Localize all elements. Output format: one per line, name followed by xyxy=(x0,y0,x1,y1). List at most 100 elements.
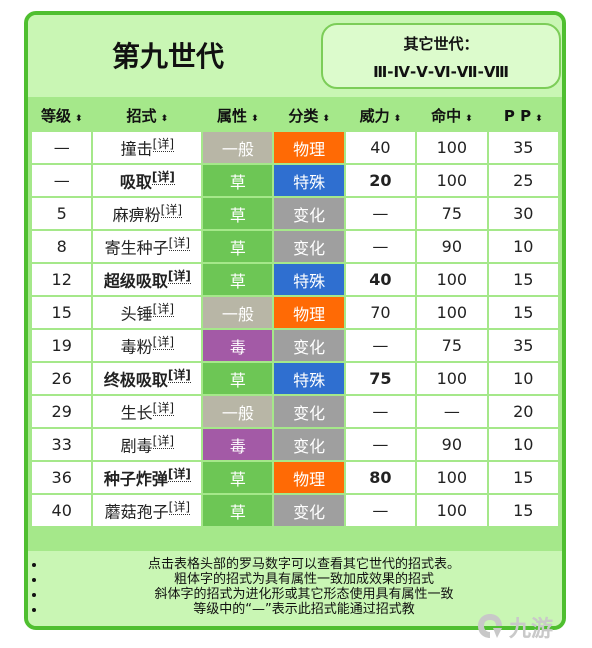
accuracy-cell: 90 xyxy=(417,429,487,460)
move-cell: 超级吸取[详] xyxy=(93,264,202,295)
sort-icon: ⬍ xyxy=(160,114,169,124)
col-header-accuracy[interactable]: 命中 ⬍ xyxy=(417,101,487,130)
move-name-link[interactable]: 头锤 xyxy=(120,304,153,324)
category-cell[interactable]: 变化 xyxy=(274,231,344,262)
level-cell: 8 xyxy=(32,231,92,262)
move-detail-link[interactable]: [详] xyxy=(168,500,191,516)
col-header-move[interactable]: 招式 ⬍ xyxy=(93,101,202,130)
gen-link-8[interactable]: Ⅷ xyxy=(483,63,509,81)
move-detail-link[interactable]: [详] xyxy=(152,137,175,153)
category-cell[interactable]: 特殊 xyxy=(274,165,344,196)
type-cell[interactable]: 一般 xyxy=(203,396,273,427)
move-cell: 种子炸弹[详] xyxy=(93,462,202,493)
move-cell: 寄生种子[详] xyxy=(93,231,202,262)
table-row: 15 头锤[详] 一般 物理 70 100 15 xyxy=(32,297,558,328)
sort-icon: ⬍ xyxy=(535,113,543,124)
col-header-level[interactable]: 等级 ⬍ xyxy=(32,101,92,130)
table-row: — 撞击[详] 一般 物理 40 100 35 xyxy=(32,132,558,163)
level-cell: 15 xyxy=(32,297,92,328)
move-name-link[interactable]: 种子炸弹 xyxy=(103,469,168,489)
move-detail-link[interactable]: [详] xyxy=(152,434,175,450)
type-cell[interactable]: 草 xyxy=(203,495,273,526)
category-cell[interactable]: 变化 xyxy=(274,198,344,229)
move-detail-link[interactable]: [详] xyxy=(152,335,175,351)
category-cell[interactable]: 变化 xyxy=(274,429,344,460)
level-cell: 12 xyxy=(32,264,92,295)
gen-link-4[interactable]: Ⅳ xyxy=(393,63,410,81)
power-cell: — xyxy=(345,495,416,526)
move-detail-link[interactable]: [详] xyxy=(151,170,175,186)
move-name-link[interactable]: 剧毒 xyxy=(120,436,153,456)
move-name-link[interactable]: 蘑菇孢子 xyxy=(104,502,169,522)
pp-cell: 30 xyxy=(488,198,558,229)
category-cell[interactable]: 物理 xyxy=(274,462,344,493)
category-cell[interactable]: 特殊 xyxy=(274,264,344,295)
table-row: 36 种子炸弹[详] 草物理 80 100 15 xyxy=(32,462,558,493)
move-detail-link[interactable]: [详] xyxy=(167,269,191,285)
category-cell[interactable]: 物理 xyxy=(274,297,344,328)
move-name-link[interactable]: 终极吸取 xyxy=(103,370,168,390)
accuracy-cell: 90 xyxy=(417,231,487,262)
sort-icon: ⬍ xyxy=(465,114,473,124)
gen-link-3[interactable]: Ⅲ xyxy=(373,63,388,81)
type-cell[interactable]: 草 xyxy=(203,198,273,229)
move-cell: 撞击[详] xyxy=(93,132,202,163)
table-row: 19 毒粉[详] 毒变化 —75 35 xyxy=(32,330,558,361)
level-cell: — xyxy=(32,165,92,196)
power-cell: — xyxy=(345,330,416,361)
category-cell[interactable]: 变化 xyxy=(274,330,344,361)
col-header-category[interactable]: 分类 ⬍ xyxy=(274,101,344,130)
category-cell[interactable]: 物理 xyxy=(274,132,344,163)
sort-icon: ⬍ xyxy=(322,114,330,124)
power-cell: 70 xyxy=(345,297,416,328)
gen-link-6[interactable]: Ⅵ xyxy=(434,63,451,81)
move-name-link[interactable]: 寄生种子 xyxy=(104,238,169,258)
gen-link-7[interactable]: Ⅶ xyxy=(456,63,478,81)
move-name-link[interactable]: 生长 xyxy=(120,403,153,423)
category-cell[interactable]: 特殊 xyxy=(274,363,344,394)
type-cell[interactable]: 草 xyxy=(203,462,273,493)
move-name-link[interactable]: 撞击 xyxy=(120,139,153,159)
power-cell: — xyxy=(345,429,416,460)
table-header-area: 第九世代 其它世代： Ⅲ-Ⅳ-Ⅴ-Ⅵ-Ⅶ-Ⅷ xyxy=(28,15,562,97)
table-row: — 吸取[详] 草特殊 20 100 25 xyxy=(32,165,558,196)
category-cell[interactable]: 变化 xyxy=(274,396,344,427)
table-row: 33 剧毒[详] 毒变化 —90 10 xyxy=(32,429,558,460)
type-cell[interactable]: 草 xyxy=(203,363,273,394)
power-cell: 80 xyxy=(345,462,416,493)
learnset-panel: 第九世代 其它世代： Ⅲ-Ⅳ-Ⅴ-Ⅵ-Ⅶ-Ⅷ 等级 ⬍ 招式 ⬍ 属性 ⬍ 分类 ⬍ 威… xyxy=(24,11,566,630)
type-cell[interactable]: 草 xyxy=(203,231,273,262)
col-header-type[interactable]: 属性 ⬍ xyxy=(203,101,273,130)
move-detail-link[interactable]: [详] xyxy=(152,401,175,417)
move-detail-link[interactable]: [详] xyxy=(167,368,191,384)
accuracy-cell: 75 xyxy=(417,330,487,361)
pp-cell: 10 xyxy=(488,363,558,394)
power-cell: 20 xyxy=(345,165,416,196)
type-cell[interactable]: 一般 xyxy=(203,297,273,328)
level-cell: 40 xyxy=(32,495,92,526)
move-detail-link[interactable]: [详] xyxy=(160,203,183,219)
move-detail-link[interactable]: [详] xyxy=(167,467,191,483)
level-cell: 36 xyxy=(32,462,92,493)
type-cell[interactable]: 毒 xyxy=(203,429,273,460)
move-name-link[interactable]: 毒粉 xyxy=(120,337,153,357)
move-name-link[interactable]: 吸取 xyxy=(119,172,152,192)
footnote-2: 粗体字的招式为具有属性一致加成效果的招式 xyxy=(46,572,562,587)
category-cell[interactable]: 变化 xyxy=(274,495,344,526)
pp-cell: 20 xyxy=(488,396,558,427)
move-detail-link[interactable]: [详] xyxy=(152,302,175,318)
move-name-link[interactable]: 麻痹粉 xyxy=(112,205,161,225)
watermark-text: 九游 xyxy=(509,617,554,642)
col-header-pp[interactable]: P P ⬍ xyxy=(488,101,558,130)
gen-link-5[interactable]: Ⅴ xyxy=(416,63,428,81)
accuracy-cell: 75 xyxy=(417,198,487,229)
level-cell: — xyxy=(32,132,92,163)
type-cell[interactable]: 一般 xyxy=(203,132,273,163)
col-header-power[interactable]: 威力 ⬍ xyxy=(345,101,416,130)
type-cell[interactable]: 草 xyxy=(203,165,273,196)
type-cell[interactable]: 毒 xyxy=(203,330,273,361)
move-name-link[interactable]: 超级吸取 xyxy=(103,271,168,291)
type-cell[interactable]: 草 xyxy=(203,264,273,295)
move-detail-link[interactable]: [详] xyxy=(168,236,191,252)
accuracy-cell: 100 xyxy=(417,495,487,526)
